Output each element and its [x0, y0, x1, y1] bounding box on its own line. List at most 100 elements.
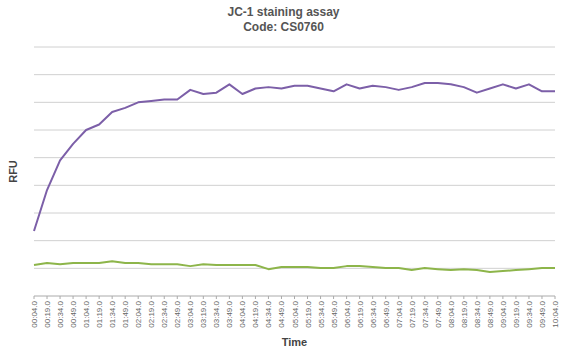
x-axis-label: Time — [282, 336, 307, 348]
grid-line — [34, 185, 555, 186]
x-tick — [60, 296, 61, 299]
grid-line — [34, 213, 555, 214]
x-tick — [463, 296, 464, 299]
x-tick — [138, 296, 139, 299]
x-tick-label: 07:19.0 — [408, 300, 417, 327]
x-tick-label: 05:04.0 — [291, 300, 300, 327]
x-tick-label: 03:04.0 — [186, 300, 195, 327]
x-tick — [281, 296, 282, 299]
x-tick-label: 03:34.0 — [212, 300, 221, 327]
x-tick-label: 04:19.0 — [251, 300, 260, 327]
x-tick — [489, 296, 490, 299]
x-tick — [242, 296, 243, 299]
x-tick-label: 04:34.0 — [264, 300, 273, 327]
x-tick-label: 03:49.0 — [225, 300, 234, 327]
x-tick-label: 01:49.0 — [121, 300, 130, 327]
x-tick — [515, 296, 516, 299]
x-axis: 00:04.0 00:19.0 00:34.0 00:49.0 01:04.0 01:19… — [30, 296, 560, 328]
series-line — [34, 83, 555, 231]
x-tick — [177, 296, 178, 299]
series-group — [34, 83, 555, 272]
x-tick — [203, 296, 204, 299]
x-tick-label: 01:04.0 — [82, 300, 91, 327]
x-tick — [73, 296, 74, 299]
x-tick-label: 05:34.0 — [317, 300, 326, 327]
x-tick-label: 05:49.0 — [330, 300, 339, 327]
chart: JC-1 staining assayCode: CS076000:04.000… — [0, 0, 567, 360]
x-tick-label: 06:04.0 — [343, 300, 352, 327]
x-tick-label: 09:19.0 — [512, 300, 521, 327]
x-tick — [125, 296, 126, 299]
x-tick-label: 04:04.0 — [238, 300, 247, 327]
y-axis-label: RFU — [7, 160, 19, 183]
x-tick — [164, 296, 165, 299]
x-tick — [346, 296, 347, 299]
x-tick-label: 06:34.0 — [369, 300, 378, 327]
x-tick-label: 02:19.0 — [147, 300, 156, 327]
x-tick — [385, 296, 386, 299]
x-tick-label: 01:34.0 — [108, 300, 117, 327]
x-tick-label: 07:34.0 — [421, 300, 430, 327]
x-tick — [541, 296, 542, 299]
x-tick-label: 00:04.0 — [30, 300, 39, 327]
x-tick — [34, 296, 35, 299]
x-tick — [320, 296, 321, 299]
x-tick-label: 06:49.0 — [382, 300, 391, 327]
x-tick-label: 07:04.0 — [395, 300, 404, 327]
grid-line — [34, 74, 555, 75]
grid-line — [34, 268, 555, 269]
series-line — [34, 261, 555, 272]
x-tick-label: 00:49.0 — [69, 300, 78, 327]
x-tick — [268, 296, 269, 299]
x-tick — [528, 296, 529, 299]
x-tick — [424, 296, 425, 299]
x-tick — [476, 296, 477, 299]
grid-line — [34, 47, 555, 48]
x-tick — [86, 296, 87, 299]
grid-line — [34, 240, 555, 241]
x-tick — [151, 296, 152, 299]
x-tick-label: 08:19.0 — [460, 300, 469, 327]
x-tick — [359, 296, 360, 299]
x-tick-label: 02:04.0 — [134, 300, 143, 327]
x-tick-label: 06:19.0 — [356, 300, 365, 327]
x-tick-label: 09:49.0 — [538, 300, 547, 327]
x-tick-label: 09:04.0 — [499, 300, 508, 327]
x-tick-label: 08:49.0 — [486, 300, 495, 327]
x-tick-label: 02:49.0 — [173, 300, 182, 327]
x-tick — [229, 296, 230, 299]
x-tick — [372, 296, 373, 299]
x-tick — [112, 296, 113, 299]
x-tick-label: 07:49.0 — [434, 300, 443, 327]
x-tick — [255, 296, 256, 299]
x-tick — [555, 296, 556, 299]
x-tick-label: 02:34.0 — [160, 300, 169, 327]
grid-line — [34, 130, 555, 131]
grid — [34, 47, 555, 296]
x-tick — [307, 296, 308, 299]
x-tick — [99, 296, 100, 299]
x-tick — [190, 296, 191, 299]
x-tick — [333, 296, 334, 299]
x-tick-label: 03:19.0 — [199, 300, 208, 327]
x-tick-label: 05:19.0 — [304, 300, 313, 327]
x-tick-label: 04:49.0 — [277, 300, 286, 327]
x-tick-label: 08:04.0 — [447, 300, 456, 327]
x-tick — [294, 296, 295, 299]
x-tick — [450, 296, 451, 299]
title: JC-1 staining assay — [227, 5, 339, 19]
grid-line — [34, 102, 555, 103]
x-tick — [398, 296, 399, 299]
x-tick — [411, 296, 412, 299]
x-tick — [47, 296, 48, 299]
grid-line — [34, 157, 555, 158]
x-tick-label: 01:19.0 — [95, 300, 104, 327]
x-tick-label: 10:04.0 — [551, 300, 560, 327]
x-tick-label: 09:34.0 — [525, 300, 534, 327]
x-tick — [502, 296, 503, 299]
subtitle: Code: CS0760 — [243, 20, 324, 34]
x-tick — [216, 296, 217, 299]
x-tick-label: 00:19.0 — [43, 300, 52, 327]
x-tick-label: 00:34.0 — [56, 300, 65, 327]
x-tick — [437, 296, 438, 299]
